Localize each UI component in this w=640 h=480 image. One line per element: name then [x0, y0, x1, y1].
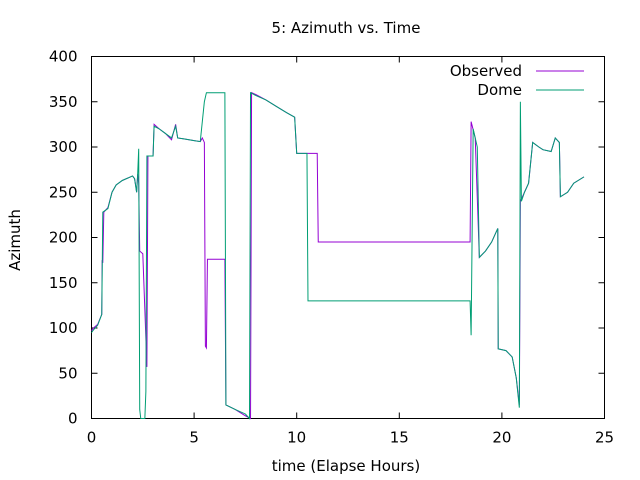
- y-tick-label: 150: [49, 274, 78, 292]
- series-line-observed: [91, 91, 585, 420]
- y-tick-label: 50: [58, 364, 77, 382]
- x-axis-label: time (Elapse Hours): [272, 457, 420, 475]
- y-tick-label: 200: [49, 229, 78, 247]
- legend-label-dome: Dome: [477, 81, 522, 99]
- y-tick-label: 400: [49, 48, 78, 66]
- series-line-dome: [91, 91, 585, 420]
- series-layer: [91, 91, 585, 420]
- x-axis-ticks: 0 5 10 15 20 25: [87, 56, 614, 447]
- y-tick-label: 0: [68, 410, 78, 428]
- y-tick-label: 250: [49, 183, 78, 201]
- x-tick-label: 0: [87, 429, 97, 447]
- y-axis-ticks: 0 50 100 150 200 250 300 350 400: [49, 48, 605, 428]
- y-tick-label: 300: [49, 138, 78, 156]
- y-tick-label: 350: [49, 93, 78, 111]
- x-tick-label: 15: [390, 429, 409, 447]
- x-tick-label: 20: [492, 429, 511, 447]
- x-tick-label: 5: [189, 429, 199, 447]
- legend-label-observed: Observed: [450, 62, 522, 80]
- y-axis-label: Azimuth: [6, 209, 24, 271]
- x-tick-label: 10: [287, 429, 306, 447]
- chart-title: 5: Azimuth vs. Time: [272, 19, 421, 37]
- y-tick-label: 100: [49, 319, 78, 337]
- x-tick-label: 25: [595, 429, 614, 447]
- plot-frame: [91, 56, 605, 419]
